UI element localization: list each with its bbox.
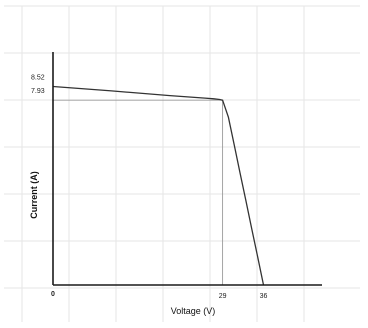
tick-labels: 0 29 36 8.52 7.93 bbox=[31, 74, 268, 300]
y-axis-title: Current (A) bbox=[29, 171, 39, 219]
grid bbox=[4, 5, 360, 322]
x-axis-title: Voltage (V) bbox=[171, 306, 216, 316]
y-tick-label: 7.93 bbox=[31, 88, 45, 95]
x-tick-label: 29 bbox=[219, 293, 227, 300]
x-tick-label: 0 bbox=[51, 291, 55, 298]
guide-lines bbox=[53, 99, 224, 285]
iv-curve-line bbox=[52, 85, 265, 286]
x-tick-label: 36 bbox=[260, 293, 268, 300]
y-tick-label: 8.52 bbox=[31, 74, 45, 81]
